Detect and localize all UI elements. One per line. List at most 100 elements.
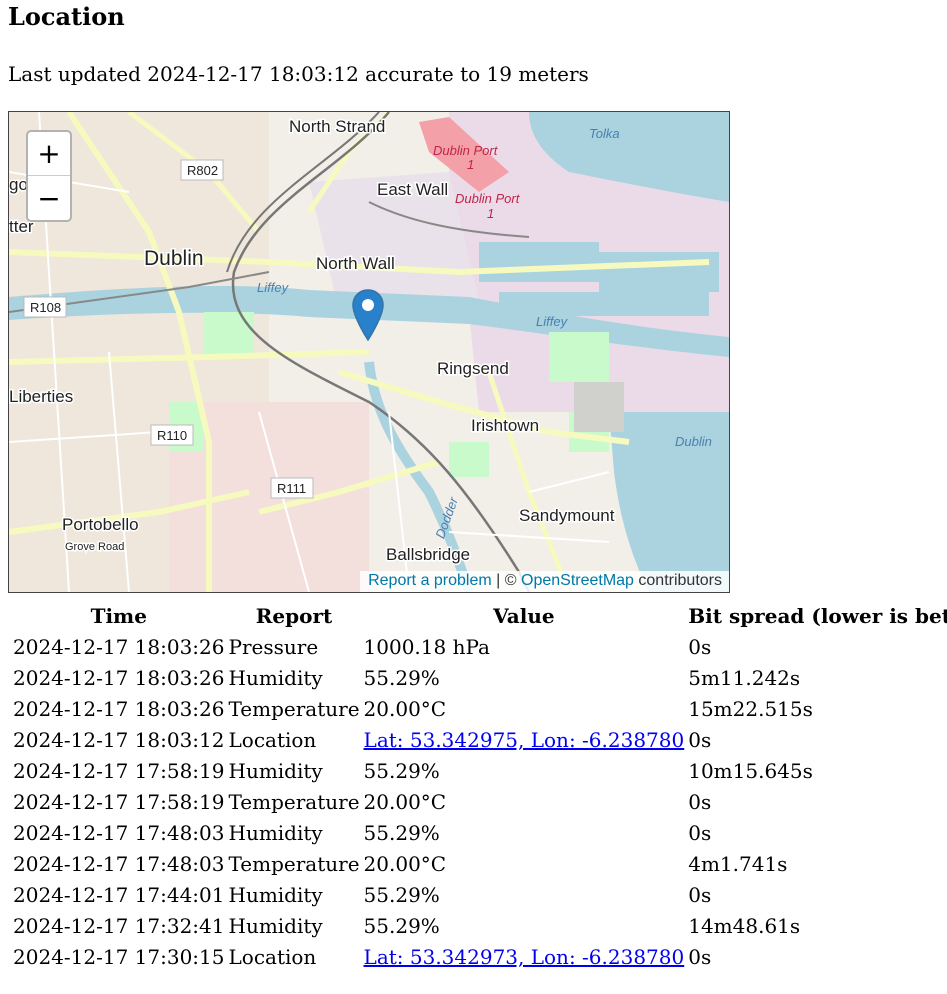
value-cell: 55.29% xyxy=(363,821,440,845)
report-cell: Location xyxy=(228,945,317,969)
column-header: Time xyxy=(90,604,147,628)
location-link[interactable]: Lat: 53.342975, Lon: -6.238780 xyxy=(363,728,685,752)
report-cell: Humidity xyxy=(228,883,323,907)
attribution-suffix: contributors xyxy=(633,572,722,589)
column-header: Bit spread (lower is better) xyxy=(688,604,947,628)
map-attribution: Report a problem | © OpenStreetMap contr… xyxy=(360,571,729,592)
time-cell: 2024-12-17 17:30:15 xyxy=(13,945,225,969)
value-cell: 55.29% xyxy=(363,914,440,938)
report-cell: Humidity xyxy=(228,821,323,845)
time-cell: 2024-12-17 18:03:26 xyxy=(13,666,225,690)
time-cell: 2024-12-17 18:03:12 xyxy=(13,728,225,752)
map-label: 1 xyxy=(487,206,494,221)
value-cell: 55.29% xyxy=(363,759,440,783)
report-cell: Temperature xyxy=(228,852,360,876)
value-cell: Lat: 53.342973, Lon: -6.238780 xyxy=(363,943,686,972)
report-cell: Humidity xyxy=(228,666,323,690)
time-cell: 2024-12-17 18:03:26 xyxy=(13,697,225,721)
time-cell: 2024-12-17 17:48:03 xyxy=(13,821,225,845)
spread-cell: 0s xyxy=(688,883,712,907)
map-label: go xyxy=(9,175,28,194)
spread-cell: 14m48.61s xyxy=(688,914,801,938)
table-row: 2024-12-17 17:48:03 Temperature 20.00°C 4m1… xyxy=(12,850,947,879)
value-cell: Lat: 53.342975, Lon: -6.238780 xyxy=(363,726,686,755)
report-problem-link[interactable]: Report a problem xyxy=(368,572,492,589)
table-header-row: Time Report Value Bit spread (lower is b… xyxy=(12,602,947,631)
map-view[interactable]: North Strand East Wall North Wall Ringse… xyxy=(8,111,730,593)
column-header: Value xyxy=(493,604,555,628)
value-cell: 1000.18 hPa xyxy=(363,635,490,659)
location-marker-icon[interactable] xyxy=(352,289,384,341)
map-label: Ringsend xyxy=(437,359,509,378)
report-cell: Temperature xyxy=(228,697,360,721)
spread-cell: 4m1.741s xyxy=(688,852,788,876)
table-body: 2024-12-17 18:03:26 Pressure 1000.18 hPa 0s… xyxy=(12,633,947,972)
table-row: 2024-12-17 17:44:01 Humidity 55.29% 0s xyxy=(12,881,947,910)
value-cell: 20.00°C xyxy=(363,697,447,721)
table-row: 2024-12-17 18:03:26 Pressure 1000.18 hPa 0s xyxy=(12,633,947,662)
time-cell: 2024-12-17 17:58:19 xyxy=(13,790,225,814)
time-cell: 2024-12-17 17:32:41 xyxy=(13,914,225,938)
openstreetmap-link[interactable]: OpenStreetMap xyxy=(521,572,634,589)
attribution-separator: | © xyxy=(491,572,521,589)
map-label: North Wall xyxy=(316,254,395,273)
location-link[interactable]: Lat: 53.342973, Lon: -6.238780 xyxy=(363,945,685,969)
spread-cell: 0s xyxy=(688,635,712,659)
map-label: Dublin Port xyxy=(455,191,521,206)
table-row: 2024-12-17 17:58:19 Humidity 55.29% 10m15.6… xyxy=(12,757,947,786)
time-cell: 2024-12-17 18:03:26 xyxy=(13,635,225,659)
spread-cell: 10m15.645s xyxy=(688,759,813,783)
value-cell: 55.29% xyxy=(363,666,440,690)
column-header: Report xyxy=(255,604,333,628)
value-cell: 20.00°C xyxy=(363,852,447,876)
time-cell: 2024-12-17 17:44:01 xyxy=(13,883,225,907)
table-row: 2024-12-17 17:48:03 Humidity 55.29% 0s xyxy=(12,819,947,848)
table-row: 2024-12-17 17:32:41 Humidity 55.29% 14m48.6… xyxy=(12,912,947,941)
report-cell: Humidity xyxy=(228,759,323,783)
map-label: Dublin Port xyxy=(433,143,499,158)
map-label: Liffey xyxy=(536,314,569,329)
report-cell: Pressure xyxy=(228,635,319,659)
value-cell: 20.00°C xyxy=(363,790,447,814)
last-updated-text: Last updated 2024-12-17 18:03:12 accurat… xyxy=(8,62,589,86)
spread-cell: 0s xyxy=(688,821,712,845)
road-shield: R802 xyxy=(187,163,218,178)
report-cell: Location xyxy=(228,728,317,752)
report-cell: Temperature xyxy=(228,790,360,814)
map-label: Ballsbridge xyxy=(386,545,470,564)
map-tiles[interactable]: North Strand East Wall North Wall Ringse… xyxy=(9,112,729,592)
table-row: 2024-12-17 18:03:26 Humidity 55.29% 5m11.24… xyxy=(12,664,947,693)
zoom-in-button[interactable]: + xyxy=(28,132,70,176)
time-cell: 2024-12-17 17:48:03 xyxy=(13,852,225,876)
spread-cell: 0s xyxy=(688,728,712,752)
value-cell: 55.29% xyxy=(363,883,440,907)
zoom-control: + − xyxy=(26,130,72,222)
map-label: Liberties xyxy=(9,387,73,406)
map-label: Grove Road xyxy=(65,541,124,553)
map-label: Irishtown xyxy=(471,416,539,435)
spread-cell: 5m11.242s xyxy=(688,666,801,690)
spread-cell: 0s xyxy=(688,945,712,969)
map-label: Liffey xyxy=(257,280,290,295)
spread-cell: 0s xyxy=(688,790,712,814)
table-row: 2024-12-17 17:30:15 Location Lat: 53.34297… xyxy=(12,943,947,972)
map-label: Dublin xyxy=(675,434,712,449)
time-cell: 2024-12-17 17:58:19 xyxy=(13,759,225,783)
road-shield: R108 xyxy=(30,300,61,315)
map-label: East Wall xyxy=(377,180,448,199)
map-label: Portobello xyxy=(62,515,139,534)
zoom-out-button[interactable]: − xyxy=(37,181,61,215)
map-label: Sandymount xyxy=(519,506,615,525)
table-row: 2024-12-17 18:03:26 Temperature 20.00°C 15m… xyxy=(12,695,947,724)
report-cell: Humidity xyxy=(228,914,323,938)
spread-cell: 15m22.515s xyxy=(688,697,813,721)
map-label-city: Dublin xyxy=(144,247,204,270)
table-row: 2024-12-17 17:58:19 Temperature 20.00°C 0s xyxy=(12,788,947,817)
page-title: Location xyxy=(8,2,125,31)
map-label: Tolka xyxy=(589,126,620,141)
road-shield: R111 xyxy=(277,481,306,496)
reports-table: Time Report Value Bit spread (lower is b… xyxy=(10,600,947,974)
map-label: 1 xyxy=(467,157,474,172)
road-shield: R110 xyxy=(157,428,187,443)
table-row: 2024-12-17 18:03:12 Location Lat: 53.34297… xyxy=(12,726,947,755)
